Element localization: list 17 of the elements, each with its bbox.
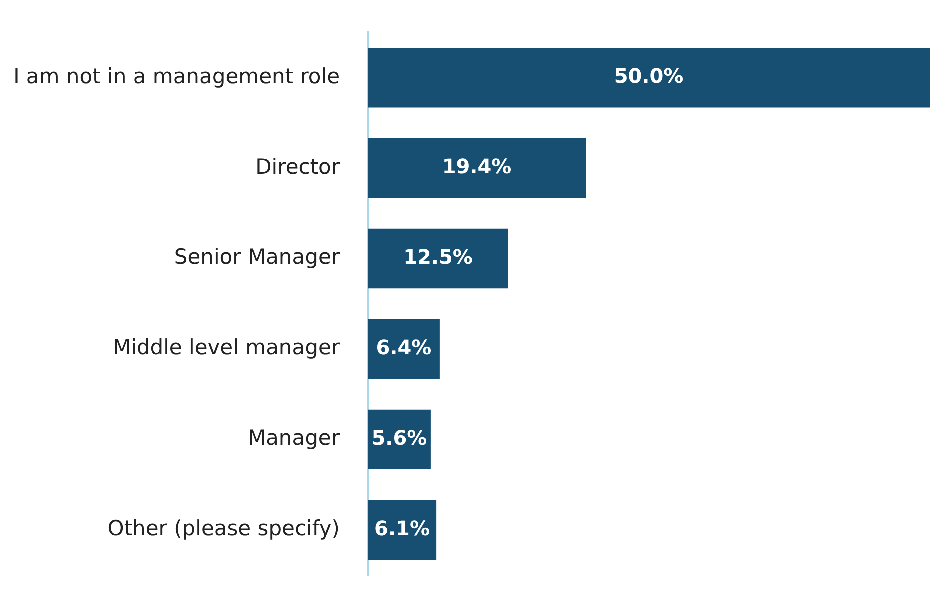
y-tick-label: Middle level manager [112,336,340,360]
y-tick-label: Senior Manager [174,245,340,270]
data-label: 19.4% [442,154,512,179]
bar [368,319,440,380]
data-label: 50.0% [614,64,684,88]
bar [368,48,930,108]
data-label: 6.4% [376,335,432,360]
y-tick-label: Other (please specify) [108,516,340,541]
y-tick-label: Manager [248,426,340,450]
bar [368,138,586,198]
data-label: 5.6% [372,426,428,450]
data-label: 6.1% [374,516,430,540]
y-tick-label: Director [256,154,340,179]
bar [368,228,508,289]
data-label: 12.5% [404,244,473,269]
y-tick-label: I am not in a management role [14,64,340,88]
bar [368,500,437,560]
